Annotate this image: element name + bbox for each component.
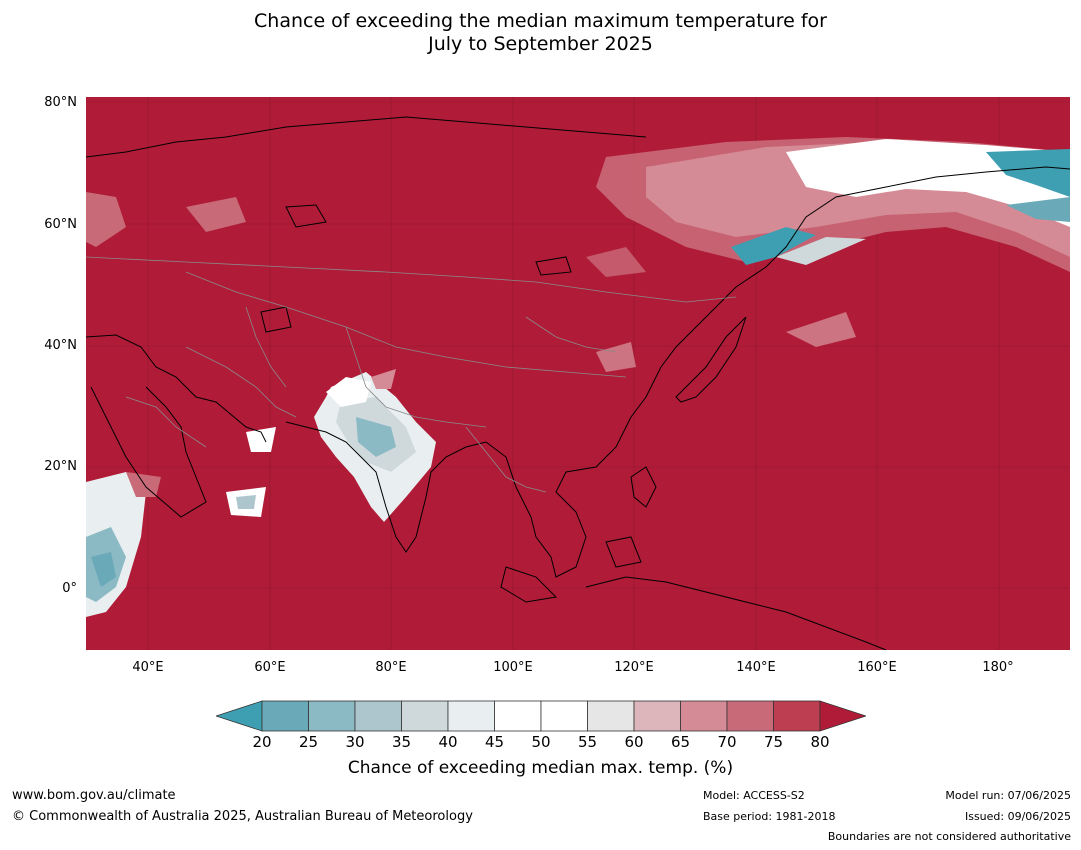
colorbar-tick-label: 25 [298, 733, 319, 751]
colorbar-swatch [401, 700, 449, 732]
lon-label-120e: 120°E [614, 660, 654, 675]
colorbar-tick-label: 70 [717, 733, 737, 751]
footer-issued: Issued: 09/06/2025 [964, 810, 1071, 823]
colorbar-tick-label: 45 [484, 733, 505, 751]
colorbar-swatch [773, 700, 821, 732]
graticule [86, 97, 1070, 650]
colorbar-tick-label: 60 [624, 733, 644, 751]
colorbar-swatch [680, 700, 728, 732]
colorbar-swatch [633, 700, 681, 732]
colorbar-tick-label: 35 [391, 733, 412, 751]
map-title: Chance of exceeding the median maximum t… [0, 10, 1081, 56]
borders [86, 256, 737, 493]
footer-base-period: Base period: 1981-2018 [703, 810, 836, 823]
lat-label-20n: 20°N [44, 459, 77, 474]
colorbar-label: Chance of exceeding median max. temp. (%… [347, 758, 734, 778]
lat-label-80n: 80°N [44, 95, 77, 110]
colorbar-tick-label: 55 [577, 733, 598, 751]
colorbar-swatch [587, 700, 635, 732]
colorbar-swatch [354, 700, 402, 732]
colorbar-swatch [308, 700, 356, 732]
footer-website: www.bom.gov.au/climate [12, 788, 176, 803]
coastlines [86, 116, 1070, 650]
lon-label-140e: 140°E [736, 660, 776, 675]
lon-label-160e: 160°E [857, 660, 897, 675]
lon-label-100e: 100°E [493, 660, 533, 675]
colorbar-swatch [540, 700, 588, 732]
colorbar-tick-label: 75 [763, 733, 784, 751]
colorbar-tick-label: 65 [670, 733, 691, 751]
lat-label-60n: 60°N [44, 217, 77, 232]
title-line-1: Chance of exceeding the median maximum t… [254, 10, 827, 32]
footer-model: Model: ACCESS-S2 [703, 789, 805, 802]
footer-model-run: Model run: 07/06/2025 [945, 789, 1071, 802]
footer-copyright: © Commonwealth of Australia 2025, Austra… [12, 809, 473, 824]
colorbar-swatch [726, 700, 774, 732]
far-east-anomaly [86, 137, 1070, 372]
lon-label-180: 180° [982, 660, 1014, 675]
colorbar-tick-label: 80 [810, 733, 830, 751]
lon-label-60e: 60°E [254, 660, 286, 675]
colorbar-tick-label: 40 [438, 733, 458, 751]
colorbar-tick-label: 20 [252, 733, 272, 751]
colorbar-extend-low [214, 700, 263, 732]
colorbar-tick-label: 50 [531, 733, 551, 751]
title-line-2: July to September 2025 [428, 33, 653, 55]
colorbar-extend-high [819, 700, 868, 732]
colorbar-swatch [494, 700, 542, 732]
colorbar-swatch [447, 700, 495, 732]
lat-label-0: 0° [62, 581, 77, 596]
probability-map [86, 97, 1070, 650]
footer-disclaimer: Boundaries are not considered authoritat… [827, 830, 1071, 843]
lat-label-40n: 40°N [44, 338, 77, 353]
colorbar-swatch [261, 700, 309, 732]
colorbar-tick-label: 30 [345, 733, 365, 751]
colorbar [214, 700, 868, 736]
colorbar-swatches [214, 700, 868, 732]
africa-anomaly [86, 472, 161, 617]
lon-label-40e: 40°E [132, 660, 164, 675]
india-anomaly [226, 369, 436, 522]
map-canvas [86, 97, 1070, 650]
lon-label-80e: 80°E [375, 660, 407, 675]
